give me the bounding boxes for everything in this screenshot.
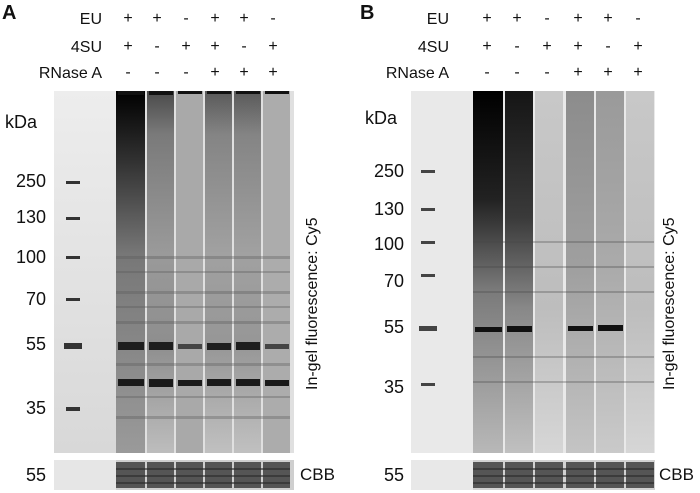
panel-a-eu-lane4: + [210, 10, 220, 27]
panel-a-4su-lane1: + [123, 38, 133, 55]
panel-a-kda-label: kDa [5, 112, 38, 132]
panel-b-label: B [360, 2, 375, 24]
panel-a-4su-lane3: + [181, 38, 191, 55]
panel-b-rnase-lane1: - [484, 64, 490, 81]
panel-a-rnase-lane5: + [239, 64, 249, 81]
panel-a-eu-lane1: + [123, 10, 133, 27]
panel-b-gel-image [411, 91, 655, 453]
panel-b-mw-130: 130 [373, 199, 404, 219]
panel-b-rnase-lane3: - [544, 64, 550, 81]
panel-a-rnase-lane6: + [268, 64, 278, 81]
panel-a-eu-lane5: + [239, 10, 249, 27]
panel-a-cbb-strip [54, 460, 294, 490]
panel-b-4su-lane2: - [514, 38, 520, 55]
panel-a-mw-55: 55 [25, 334, 46, 354]
panel-b-4su-lane6: + [633, 38, 643, 55]
panel-a-mw-100: 100 [15, 247, 46, 267]
panel-a-condition-eu: EU [79, 11, 102, 28]
panel-b-4su-lane4: + [573, 38, 583, 55]
panel-b-eu-lane5: + [603, 10, 613, 27]
panel-a-4su-lane4: + [210, 38, 220, 55]
panel-b-eu-lane1: + [482, 10, 492, 27]
panel-a-mw-130: 130 [15, 207, 46, 227]
panel-b-kda-label: kDa [365, 108, 398, 128]
panel-a-side-label: In-gel fluorescence: Cy5 [304, 217, 321, 390]
panel-b-mw-55: 55 [383, 317, 404, 337]
panel-b-rnase-lane6: + [633, 64, 643, 81]
panel-a-condition-rnase: RNase A [38, 65, 102, 82]
panel-a-rnase-lane4: + [210, 64, 220, 81]
panel-b-eu-lane2: + [512, 10, 522, 27]
panel-b-cbb-marker: 55 [383, 465, 404, 485]
panel-a-condition-4su: 4SU [70, 39, 102, 56]
panel-a-eu-lane6: - [270, 10, 276, 27]
panel-b-mw-35: 35 [383, 377, 404, 397]
panel-b-cbb-strip [411, 460, 655, 490]
panel-b-mw-100: 100 [373, 234, 404, 254]
panel-a-label: A [2, 2, 17, 24]
panel-a-eu-lane3: - [183, 10, 189, 27]
panel-b-condition-rnase: RNase A [385, 65, 449, 82]
panel-a-4su-lane6: + [268, 38, 278, 55]
panel-a-mw-35: 35 [25, 398, 46, 418]
panel-b-mw-70: 70 [383, 271, 404, 291]
panel-a-4su-lane5: - [241, 38, 247, 55]
panel-b-eu-lane3: - [544, 10, 550, 27]
panel-a-rnase-lane3: - [183, 64, 189, 81]
panel-b-4su-lane1: + [482, 38, 492, 55]
panel-b-rnase-lane2: - [514, 64, 520, 81]
panel-b-rnase-lane5: + [603, 64, 613, 81]
panel-b-4su-lane3: + [542, 38, 552, 55]
panel-b-eu-lane4: + [573, 10, 583, 27]
panel-a-mw-70: 70 [25, 289, 46, 309]
panel-a-4su-lane2: - [154, 38, 160, 55]
panel-b-condition-4su: 4SU [417, 39, 449, 56]
panel-a-rnase-lane2: - [154, 64, 160, 81]
panel-a-mw-250: 250 [15, 171, 46, 191]
panel-b-4su-lane5: - [605, 38, 611, 55]
panel-b-mw-250: 250 [373, 161, 404, 181]
panel-a-cbb-marker: 55 [25, 465, 46, 485]
panel-a-rnase-lane1: - [125, 64, 131, 81]
panel-b-side-label: In-gel fluorescence: Cy5 [661, 217, 678, 390]
panel-b-condition-eu: EU [426, 11, 449, 28]
panel-a-cbb-label: CBB [300, 465, 335, 484]
panel-a-eu-lane2: + [152, 10, 162, 27]
panel-b-rnase-lane4: + [573, 64, 583, 81]
panel-b-cbb-label: CBB [659, 465, 694, 484]
panel-b-eu-lane6: - [635, 10, 641, 27]
panel-a-gel-image [54, 91, 294, 453]
